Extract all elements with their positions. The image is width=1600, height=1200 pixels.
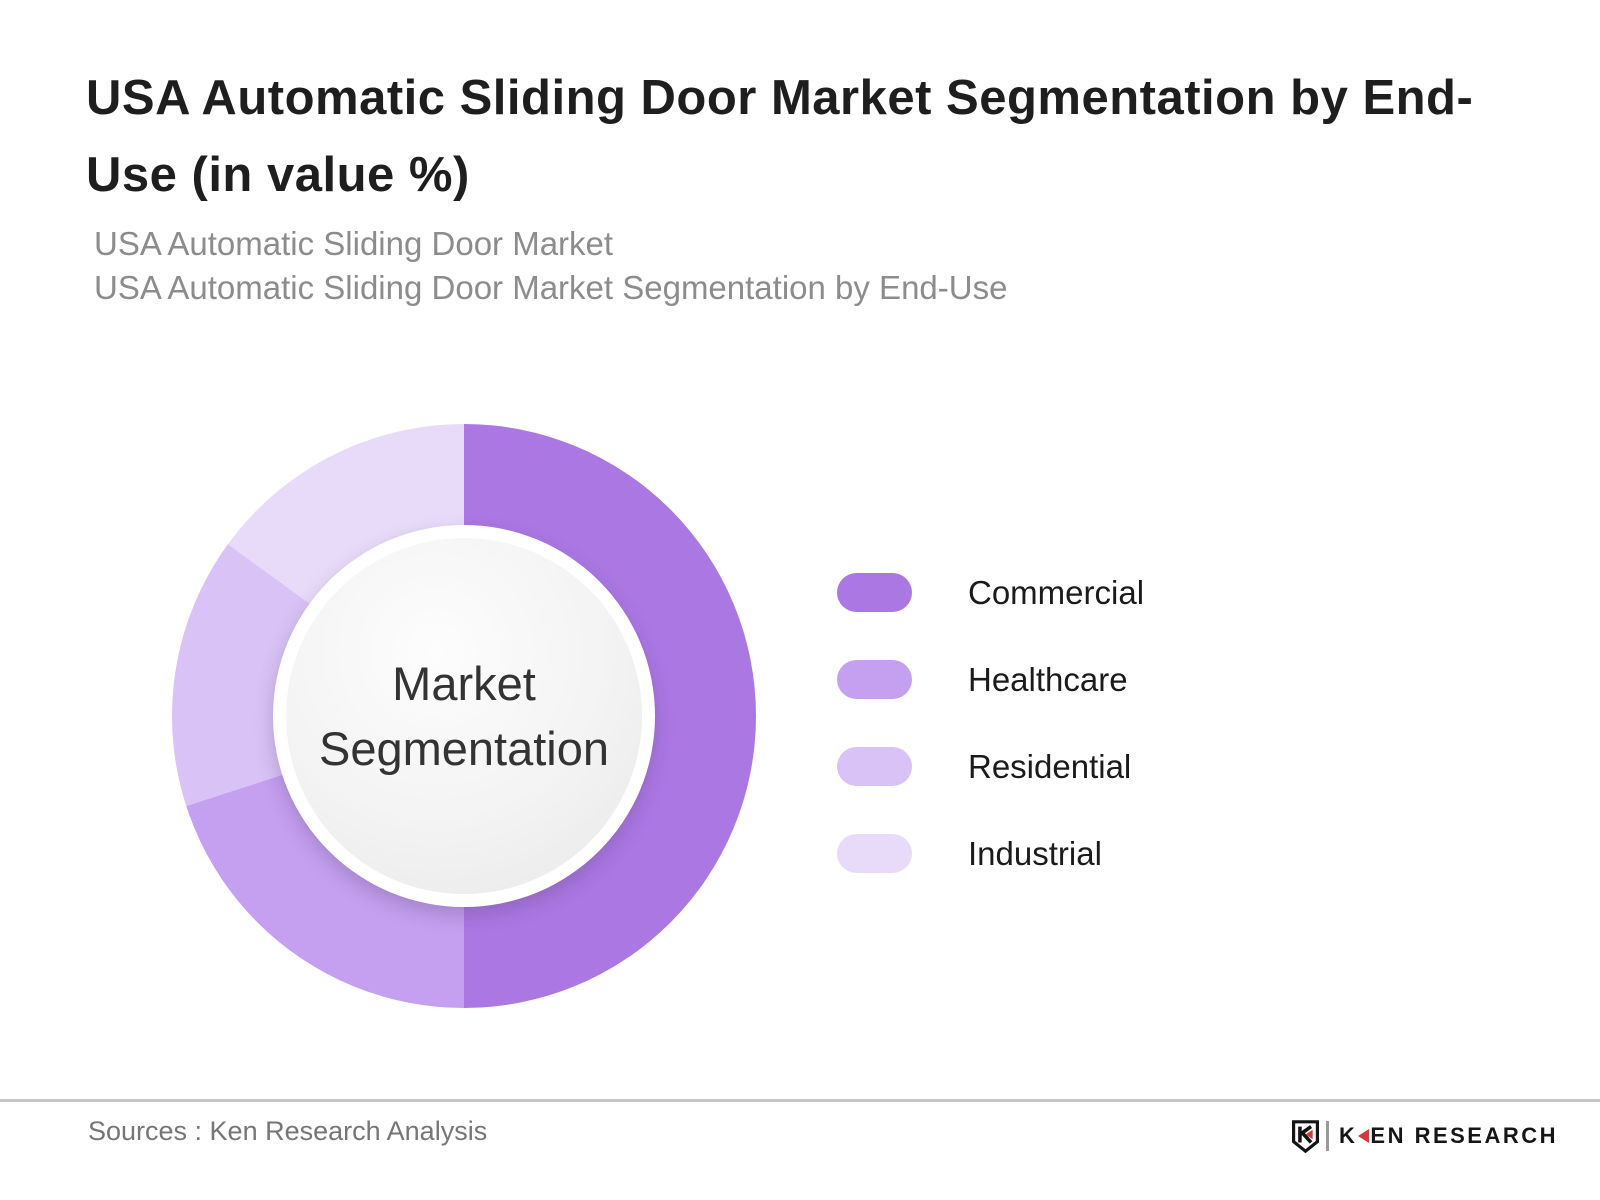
donut-center-label: Market Segmentation [318,657,610,775]
page-subtitle: USA Automatic Sliding Door Market USA Au… [94,222,1494,310]
legend-swatch-commercial [837,573,912,612]
legend-item-commercial: Commercial [837,573,1144,612]
page-title: USA Automatic Sliding Door Market Segmen… [86,60,1566,214]
logo-wordmark-k: K [1339,1123,1358,1148]
legend-swatch-healthcare [837,660,912,699]
legend-swatch-residential [837,747,912,786]
ken-research-shield-icon [1292,1119,1319,1153]
footer-divider [0,1099,1600,1102]
subtitle-line-1: USA Automatic Sliding Door Market [94,225,614,262]
legend-label-industrial: Industrial [968,834,1102,872]
chart-legend: Commercial Healthcare Residential Indust… [837,573,1144,921]
legend-swatch-industrial [837,834,912,873]
donut-center: Market Segmentation [286,538,642,894]
donut-hole: Market Segmentation [273,525,655,907]
wordmark-red-triangle-icon [1358,1129,1370,1143]
legend-item-healthcare: Healthcare [837,660,1144,699]
ken-research-logo: K EN RESEARCH [1292,1117,1558,1155]
legend-label-residential: Residential [968,747,1132,785]
legend-label-commercial: Commercial [968,573,1145,611]
logo-wordmark-text: EN RESEARCH [1370,1123,1559,1148]
legend-item-industrial: Industrial [837,834,1144,873]
donut-chart: Market Segmentation [172,424,756,1008]
page-title-line-1: USA Automatic Sliding Door Market Segmen… [86,71,1474,125]
shield-red-triangle-icon [1305,1129,1313,1139]
legend-label-healthcare: Healthcare [968,660,1128,698]
logo-divider-bar [1326,1121,1329,1151]
legend-item-residential: Residential [837,747,1144,786]
subtitle-line-2: USA Automatic Sliding Door Market Segmen… [94,269,1008,306]
source-text: Sources : Ken Research Analysis [88,1116,488,1146]
page-title-line-2: Use (in value %) [86,148,470,202]
logo-wordmark: K EN RESEARCH [1339,1123,1558,1149]
